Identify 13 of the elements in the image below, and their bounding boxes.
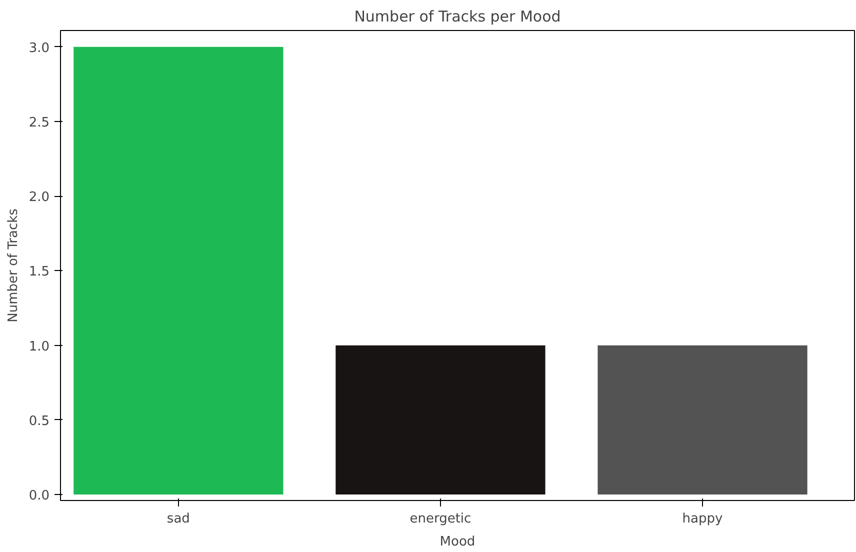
chart-title: Number of Tracks per Mood <box>354 8 561 26</box>
y-axis-title: Number of Tracks <box>6 208 21 322</box>
y-tick-label: 0.5 <box>28 414 50 429</box>
x-axis-title: Mood <box>440 534 476 550</box>
y-tick-label: 2.5 <box>28 116 50 131</box>
x-tick-label: energetic <box>410 512 472 526</box>
y-tick-label: 1.5 <box>28 264 50 280</box>
y-tick-label: 0.0 <box>28 488 50 504</box>
x-tick-label: sad <box>166 512 190 526</box>
x-tick-label: happy <box>682 512 724 526</box>
y-tick-label: 2.0 <box>28 190 50 206</box>
y-tick-label: 3.0 <box>28 40 50 56</box>
y-tick-label: 1.0 <box>28 339 50 354</box>
